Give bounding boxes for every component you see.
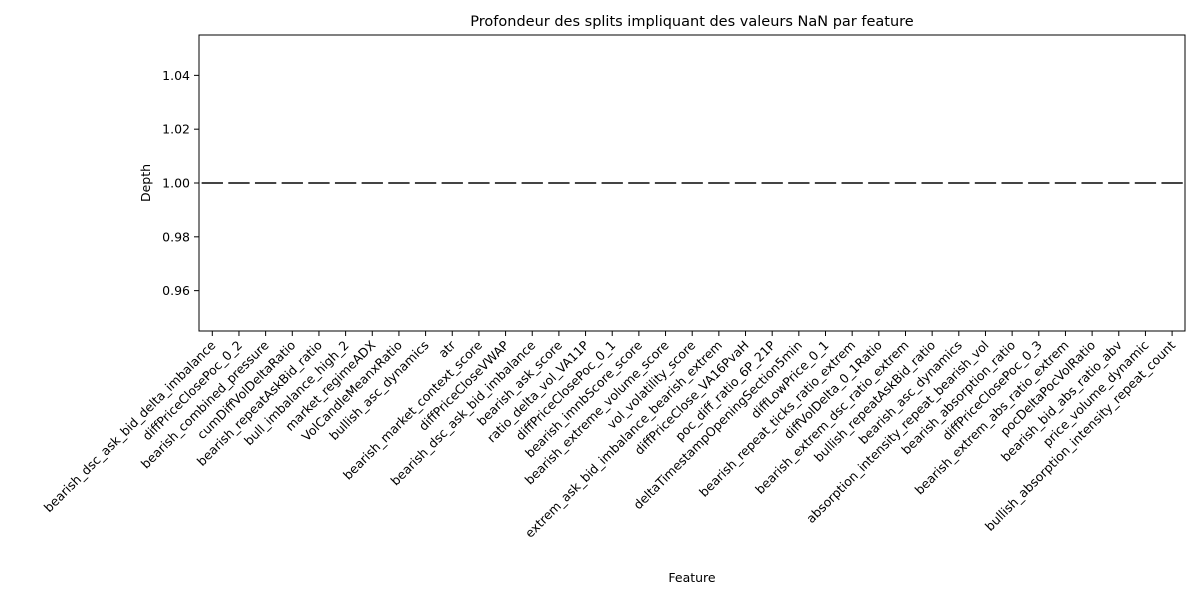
x-axis: bearish_dsc_ask_bid_delta_imbalancediffP…	[41, 331, 1178, 541]
y-tick-label: 1.04	[162, 68, 190, 83]
chart-title: Profondeur des splits impliquant des val…	[470, 14, 913, 30]
y-axis: 0.96 0.98 1.00 1.02 1.04	[162, 68, 199, 298]
y-tick-label: 1.02	[162, 122, 190, 137]
y-tick-label: 1.00	[162, 176, 190, 191]
y-tick-label: 0.96	[162, 283, 190, 298]
y-axis-label: Depth	[138, 164, 153, 202]
x-axis-label: Feature	[668, 570, 716, 585]
y-tick-label: 0.98	[162, 229, 190, 244]
